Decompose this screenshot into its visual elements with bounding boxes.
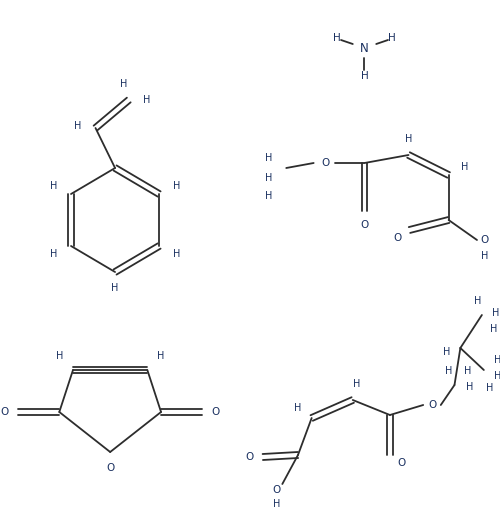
Text: H: H [273, 499, 280, 509]
Text: O: O [394, 233, 402, 243]
Text: H: H [353, 379, 360, 389]
Text: H: H [112, 283, 119, 293]
Text: H: H [74, 121, 82, 131]
Text: O: O [360, 220, 368, 230]
Text: H: H [466, 382, 474, 392]
Text: H: H [158, 351, 164, 361]
Text: H: H [142, 95, 150, 105]
Text: H: H [50, 181, 57, 191]
Text: H: H [50, 249, 57, 259]
Text: O: O [212, 407, 220, 417]
Text: H: H [360, 71, 368, 81]
Text: H: H [405, 134, 412, 144]
Text: H: H [56, 351, 63, 361]
Text: O: O [106, 463, 114, 473]
Text: H: H [265, 173, 272, 183]
Text: H: H [443, 347, 450, 357]
Text: O: O [480, 235, 489, 245]
Text: H: H [464, 366, 472, 376]
Text: H: H [173, 181, 180, 191]
Text: H: H [445, 366, 452, 376]
Text: H: H [388, 33, 396, 43]
Text: H: H [333, 33, 341, 43]
Text: O: O [429, 400, 437, 410]
Text: N: N [360, 41, 369, 55]
Text: H: H [173, 249, 180, 259]
Text: H: H [120, 79, 128, 89]
Text: H: H [494, 355, 500, 365]
Text: H: H [492, 308, 500, 318]
Text: H: H [494, 371, 500, 381]
Text: H: H [265, 191, 272, 201]
Text: H: H [460, 162, 468, 172]
Text: O: O [272, 485, 280, 495]
Text: O: O [0, 407, 8, 417]
Text: H: H [265, 153, 272, 163]
Text: O: O [398, 458, 406, 468]
Text: O: O [321, 158, 330, 168]
Text: H: H [474, 296, 482, 306]
Text: H: H [490, 324, 498, 334]
Text: H: H [486, 383, 494, 393]
Text: H: H [294, 403, 302, 413]
Text: H: H [481, 251, 488, 261]
Text: O: O [245, 452, 253, 462]
